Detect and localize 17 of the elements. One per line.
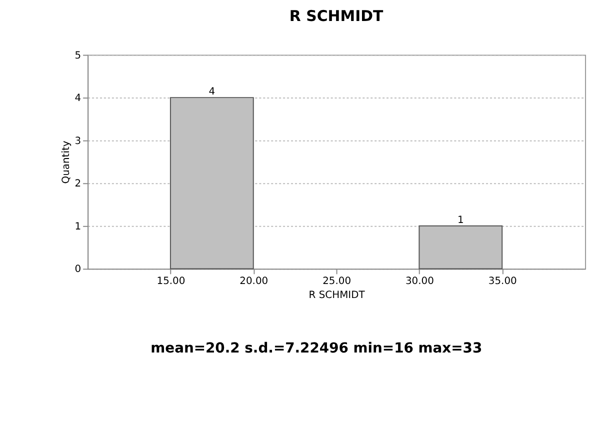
y-tick-label: 3	[74, 136, 82, 147]
x-tick-label: 15.00	[156, 276, 186, 288]
y-tick-label: 5	[74, 50, 82, 62]
chart-title: R SCHMIDT	[289, 6, 384, 25]
data-label: 4	[208, 86, 216, 98]
x-tick-label: 30.00	[405, 276, 434, 288]
y-tick-label: 2	[74, 178, 82, 190]
x-tick-label: 25.00	[322, 276, 352, 288]
data-label: 1	[457, 214, 464, 226]
y-tick-label: 4	[74, 93, 82, 104]
text: mean=20.2 s.d.=7.22496 min=16 max=33	[150, 340, 482, 356]
x-tick-label: 35.00	[488, 276, 517, 288]
x-axis-title: R SCHMIDT	[308, 290, 366, 302]
y-tick-label: 0	[74, 264, 82, 276]
y-axis-title: Quantity	[60, 140, 72, 184]
y-tick-label: 1	[74, 221, 82, 232]
x-tick-label: 20.00	[240, 276, 268, 288]
